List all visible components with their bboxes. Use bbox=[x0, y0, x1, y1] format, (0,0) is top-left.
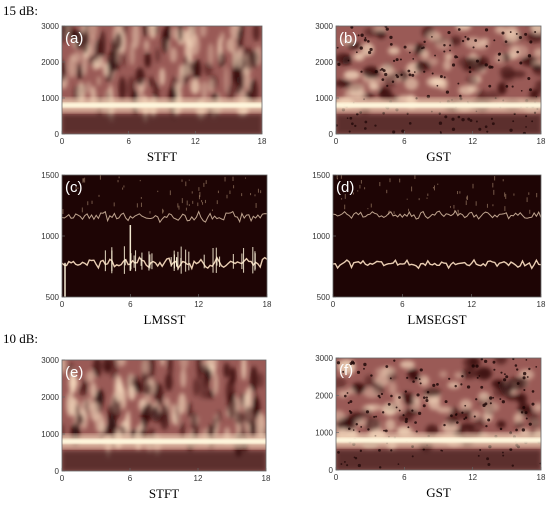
ridge-d-0 bbox=[333, 258, 541, 270]
x-tick-label: 0 bbox=[60, 137, 65, 146]
y-tick-label: 2000 bbox=[41, 58, 59, 67]
panel-e: (e) 0 6 12 18 0 1000 2000 3000 STFT bbox=[41, 356, 271, 501]
y-tick-label: 0 bbox=[329, 466, 334, 475]
x-tick-label: 6 bbox=[400, 300, 405, 309]
x-tick-label: 6 bbox=[128, 474, 133, 483]
x-tick-label: 18 bbox=[537, 137, 546, 146]
x-tick-label: 0 bbox=[334, 137, 339, 146]
y-tick-label: 1000 bbox=[315, 94, 333, 103]
spikes-c bbox=[64, 225, 256, 297]
y-tick-label: 2000 bbox=[315, 58, 333, 67]
panel-f: (f) 0 6 12 18 0 1000 2000 3000 GST bbox=[315, 354, 546, 500]
ridge-e-0 bbox=[62, 438, 266, 444]
x-axis-label-c: LMSST bbox=[144, 312, 186, 327]
plot-frame-f bbox=[335, 357, 542, 471]
panel-label-f: (f) bbox=[339, 362, 353, 379]
x-axis-label-d: LMSEGST bbox=[407, 312, 466, 327]
x-tick-label: 0 bbox=[331, 300, 336, 309]
y-tick-label: 3000 bbox=[41, 356, 59, 365]
y-tick-label: 1000 bbox=[312, 232, 330, 241]
panel-b: (b) 0 6 12 18 0 1000 2000 3000 GST bbox=[315, 22, 546, 164]
y-tick-label: 2000 bbox=[41, 393, 59, 402]
panel-a: (a) 0 6 12 18 0 1000 2000 3000 STFT bbox=[41, 22, 267, 164]
x-tick-label: 6 bbox=[402, 473, 407, 482]
y-tick-label: 3000 bbox=[41, 22, 59, 31]
panel-label-a: (a) bbox=[65, 30, 83, 47]
x-axis-label-f: GST bbox=[426, 485, 451, 500]
ridge-a-0 bbox=[62, 102, 262, 108]
ridge-f-0 bbox=[336, 437, 541, 443]
ridge-d-1 bbox=[333, 210, 541, 220]
heatmap-b bbox=[336, 26, 541, 134]
y-tick-label: 500 bbox=[317, 293, 331, 302]
y-tick-label: 1500 bbox=[312, 171, 330, 180]
x-tick-label: 6 bbox=[128, 300, 133, 309]
x-tick-label: 12 bbox=[191, 137, 200, 146]
y-tick-label: 1000 bbox=[41, 94, 59, 103]
ridge-b-0 bbox=[336, 102, 541, 108]
plot-frame-e bbox=[61, 359, 267, 472]
panel-c: (c) 0 6 12 18 500 1000 1500 LMSST bbox=[41, 171, 272, 327]
y-tick-label: 500 bbox=[46, 293, 60, 302]
x-tick-label: 12 bbox=[467, 300, 476, 309]
x-tick-label: 0 bbox=[60, 300, 65, 309]
x-tick-label: 12 bbox=[194, 474, 203, 483]
y-tick-label: 0 bbox=[55, 130, 60, 139]
panel-label-e: (e) bbox=[65, 364, 83, 381]
y-tick-label: 1000 bbox=[41, 430, 59, 439]
y-tick-label: 1000 bbox=[41, 232, 59, 241]
x-axis-label-e: STFT bbox=[149, 486, 179, 501]
y-tick-label: 0 bbox=[55, 467, 60, 476]
x-tick-label: 18 bbox=[262, 474, 271, 483]
panels: (a) 0 6 12 18 0 1000 2000 3000 STFT (b) 0 6 12 18 0 1000… bbox=[41, 22, 546, 501]
panel-label-c: (c) bbox=[65, 179, 83, 196]
heatmap-e bbox=[62, 360, 266, 471]
panel-label-b: (b) bbox=[339, 30, 357, 47]
x-tick-label: 18 bbox=[263, 300, 272, 309]
x-tick-label: 18 bbox=[537, 473, 546, 482]
y-tick-label: 3000 bbox=[315, 354, 333, 363]
heatmap-a bbox=[62, 26, 262, 134]
section-label-15db: 15 dB: bbox=[3, 3, 38, 18]
x-tick-label: 6 bbox=[126, 137, 131, 146]
x-tick-label: 0 bbox=[60, 474, 65, 483]
y-tick-label: 2000 bbox=[315, 391, 333, 400]
section-label-10db: 10 dB: bbox=[3, 331, 38, 346]
x-tick-label: 12 bbox=[194, 300, 203, 309]
ridge-c-1 bbox=[62, 210, 267, 224]
x-axis-label-a: STFT bbox=[147, 149, 177, 164]
panel-label-d: (d) bbox=[336, 179, 354, 196]
x-tick-label: 18 bbox=[537, 300, 546, 309]
heatmap-d bbox=[333, 175, 541, 297]
y-tick-label: 3000 bbox=[315, 22, 333, 31]
x-tick-label: 18 bbox=[258, 137, 267, 146]
x-tick-label: 6 bbox=[402, 137, 407, 146]
y-tick-label: 0 bbox=[329, 130, 334, 139]
panel-d: (d) 0 6 12 18 500 1000 1500 LMSEGST bbox=[312, 171, 546, 327]
y-tick-label: 1000 bbox=[315, 429, 333, 438]
x-axis-label-b: GST bbox=[426, 149, 451, 164]
plot-frame-b bbox=[335, 25, 542, 135]
x-tick-label: 12 bbox=[468, 473, 477, 482]
heatmap-c bbox=[62, 175, 267, 297]
y-tick-label: 1500 bbox=[41, 171, 59, 180]
heatmap-f bbox=[336, 358, 541, 470]
x-tick-label: 0 bbox=[334, 473, 339, 482]
ridge-c-0 bbox=[62, 256, 267, 271]
x-tick-label: 12 bbox=[468, 137, 477, 146]
plot-frame-a bbox=[61, 25, 263, 135]
